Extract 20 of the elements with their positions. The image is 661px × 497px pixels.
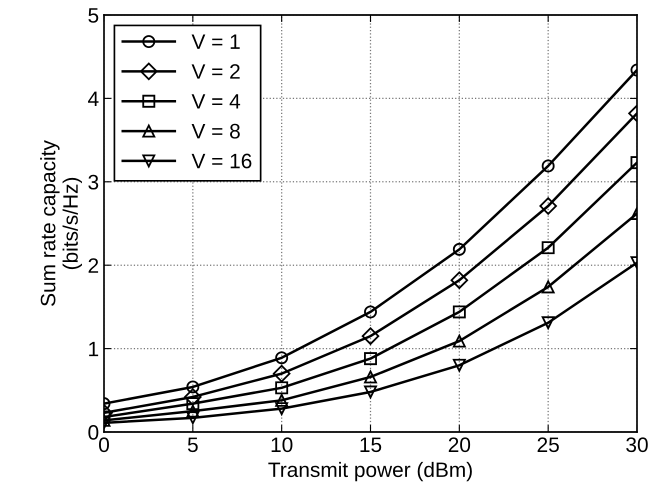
x-tick-label: 30 [626,437,648,452]
legend-label: V = 16 [192,154,252,168]
y-axis-title: Sum rate capacity (bits/s/Hz) [40,140,82,306]
y-tick-label: 4 [88,92,99,106]
legend-label: V = 1 [192,34,240,49]
x-axis-title: Transmit power (dBm) [268,462,472,482]
y-tick-label: 0 [88,425,98,440]
legend-label: V = 4 [192,94,240,109]
x-tick-label: 25 [538,437,559,452]
x-tick-label: 20 [448,437,470,452]
y-tick-label: 2 [88,258,98,273]
x-tick-label: 15 [360,438,382,452]
x-tick-label: 10 [272,437,292,452]
y-tick-label: 3 [88,174,98,190]
legend-label: V = 8 [192,124,240,139]
y-tick-label: 1 [89,342,98,356]
x-tick-label: 5 [188,438,198,452]
x-tick-label: 0 [99,437,109,452]
legend-label: V = 2 [192,64,240,79]
y-tick-label: 5 [88,8,98,23]
